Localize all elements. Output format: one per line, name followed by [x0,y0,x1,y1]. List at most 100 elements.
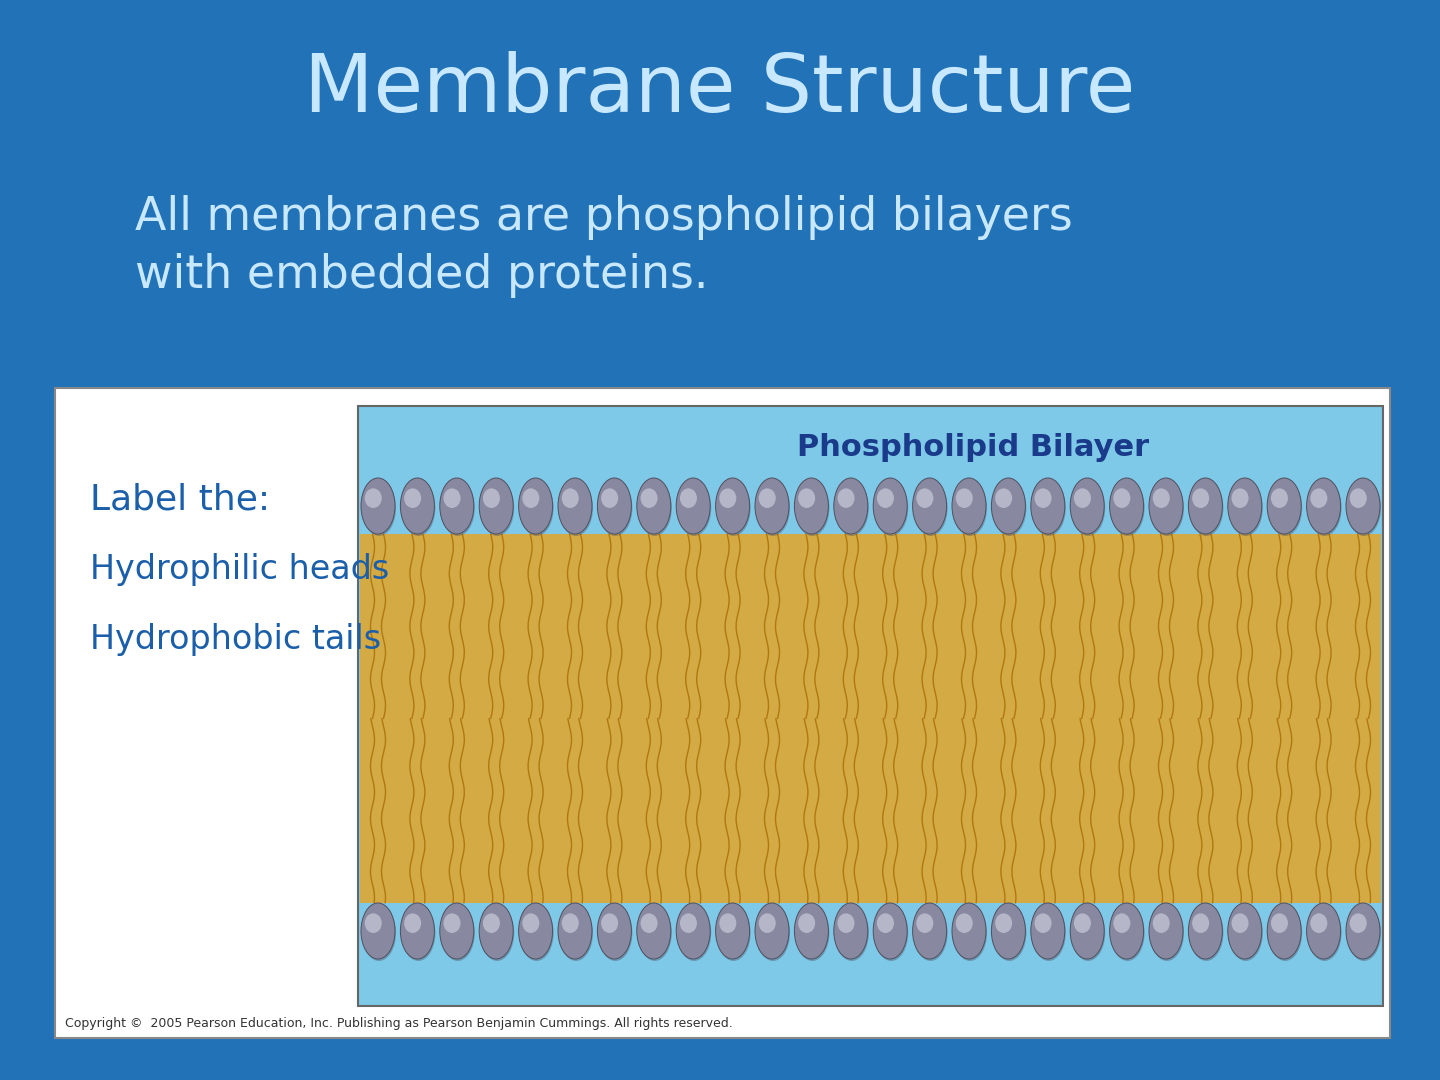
Ellipse shape [1346,480,1381,536]
Ellipse shape [991,903,1025,959]
Ellipse shape [992,480,1027,536]
Ellipse shape [677,903,710,959]
Ellipse shape [400,903,435,959]
Ellipse shape [1113,488,1130,508]
Ellipse shape [835,480,868,536]
Ellipse shape [795,905,829,961]
Ellipse shape [1306,903,1341,959]
Ellipse shape [523,488,540,508]
Ellipse shape [1189,480,1224,536]
Ellipse shape [677,478,710,534]
Ellipse shape [1153,488,1169,508]
Ellipse shape [1228,480,1263,536]
Ellipse shape [1272,488,1287,508]
Ellipse shape [361,903,395,959]
Ellipse shape [1192,914,1210,933]
Ellipse shape [1110,480,1145,536]
Ellipse shape [1231,488,1248,508]
Ellipse shape [1151,480,1184,536]
Ellipse shape [482,488,500,508]
Ellipse shape [444,488,461,508]
Ellipse shape [995,914,1012,933]
Ellipse shape [1269,480,1302,536]
Ellipse shape [600,914,618,933]
Ellipse shape [720,488,736,508]
Ellipse shape [1149,903,1184,959]
Ellipse shape [1267,478,1302,534]
Ellipse shape [680,914,697,933]
Text: Hydrophobic tails: Hydrophobic tails [89,623,382,657]
Ellipse shape [756,905,791,961]
Ellipse shape [991,478,1025,534]
Ellipse shape [755,903,789,959]
Ellipse shape [361,905,396,961]
Ellipse shape [520,480,553,536]
Ellipse shape [1349,488,1367,508]
Ellipse shape [956,488,973,508]
Ellipse shape [405,488,420,508]
Ellipse shape [1346,903,1380,959]
Ellipse shape [874,480,909,536]
Ellipse shape [677,480,711,536]
Ellipse shape [953,905,986,961]
Ellipse shape [1071,480,1104,536]
Ellipse shape [1228,903,1261,959]
Ellipse shape [953,480,986,536]
Ellipse shape [364,488,382,508]
Ellipse shape [1110,478,1143,534]
Ellipse shape [599,905,632,961]
Ellipse shape [480,478,513,534]
Ellipse shape [1192,488,1210,508]
Ellipse shape [598,903,631,959]
Ellipse shape [480,903,513,959]
Ellipse shape [480,905,514,961]
Ellipse shape [835,905,868,961]
Text: All membranes are phospholipid bilayers: All membranes are phospholipid bilayers [135,195,1073,241]
Ellipse shape [795,478,828,534]
Ellipse shape [1228,905,1263,961]
Text: Membrane Structure: Membrane Structure [304,51,1136,129]
Ellipse shape [441,480,475,536]
Ellipse shape [798,488,815,508]
Ellipse shape [877,914,894,933]
Ellipse shape [677,905,711,961]
Ellipse shape [1110,905,1145,961]
Ellipse shape [1149,478,1184,534]
Bar [55,388,1390,1038]
Ellipse shape [518,903,553,959]
Ellipse shape [755,478,789,534]
Ellipse shape [838,914,854,933]
Ellipse shape [441,905,475,961]
Ellipse shape [916,914,933,933]
Ellipse shape [680,488,697,508]
Ellipse shape [877,488,894,508]
Ellipse shape [1231,914,1248,933]
Ellipse shape [759,488,776,508]
Ellipse shape [402,480,435,536]
Ellipse shape [1346,905,1381,961]
Ellipse shape [600,488,618,508]
Ellipse shape [405,914,420,933]
Ellipse shape [1346,478,1380,534]
Ellipse shape [559,905,593,961]
Ellipse shape [520,905,553,961]
Ellipse shape [1188,903,1223,959]
Ellipse shape [1071,905,1104,961]
Ellipse shape [559,480,593,536]
Ellipse shape [874,905,909,961]
Ellipse shape [559,903,592,959]
Ellipse shape [1188,478,1223,534]
Ellipse shape [913,478,946,534]
Ellipse shape [1269,905,1302,961]
Ellipse shape [641,488,658,508]
Ellipse shape [439,478,474,534]
Ellipse shape [1074,914,1092,933]
Ellipse shape [562,488,579,508]
Ellipse shape [518,478,553,534]
Text: Hydrophilic heads: Hydrophilic heads [89,553,389,586]
Ellipse shape [1349,914,1367,933]
Ellipse shape [1308,480,1342,536]
Ellipse shape [1032,905,1066,961]
Ellipse shape [1267,903,1302,959]
Ellipse shape [956,914,973,933]
